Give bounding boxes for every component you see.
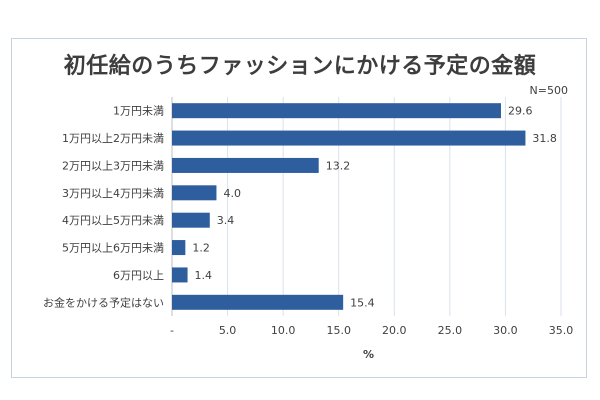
bar-value-label: 3.4: [217, 214, 235, 227]
bar-value-label: 4.0: [223, 187, 241, 200]
bar-value-label: 1.4: [195, 269, 213, 282]
x-tick-label: 20.0: [382, 324, 407, 337]
bar-value-label: 15.4: [350, 296, 375, 309]
x-tick-label: 15.0: [326, 324, 351, 337]
x-tick-label: 35.0: [549, 324, 574, 337]
chart-title: 初任給のうちファッションにかける予定の金額: [63, 54, 537, 79]
bar: [172, 212, 210, 228]
category-label: 1万円未満: [113, 105, 164, 118]
bar: [172, 294, 344, 310]
bar: [172, 130, 526, 146]
bar-value-label: 31.8: [532, 132, 557, 145]
category-label: 3万円以上4万円未満: [62, 187, 164, 200]
x-axis-title: %: [363, 348, 374, 361]
bar-value-label: 13.2: [326, 159, 351, 172]
bar: [172, 103, 501, 119]
x-tick-label: 30.0: [493, 324, 518, 337]
x-tick-label: 10.0: [271, 324, 296, 337]
bar: [172, 267, 188, 283]
category-label: 1万円以上2万円未満: [62, 132, 164, 145]
bar: [172, 240, 186, 256]
x-tick-label: 5.0: [219, 324, 237, 337]
category-label: お金をかける予定はない: [43, 295, 164, 309]
x-tick-label: -: [170, 324, 174, 337]
category-label: 4万円以上5万円未満: [62, 214, 164, 227]
bar: [172, 157, 319, 173]
category-label: 5万円以上6万円未満: [62, 242, 164, 255]
category-label: 2万円以上3万円未満: [62, 159, 164, 172]
bar-value-label: 1.2: [192, 242, 210, 255]
category-label: 6万円以上: [113, 269, 164, 282]
chart-frame: [11, 38, 587, 378]
sample-size-note: N=500: [529, 84, 568, 97]
x-tick-label: 25.0: [438, 324, 463, 337]
bar-value-label: 29.6: [508, 105, 533, 118]
bar: [172, 185, 217, 201]
